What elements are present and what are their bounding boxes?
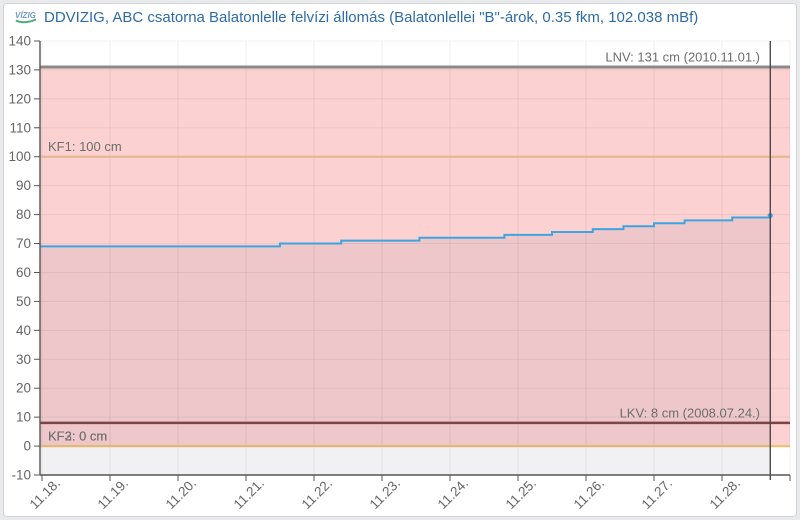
y-tick-label: 20 [16,381,31,396]
x-tick-label: 11.21. [231,476,267,512]
y-tick-label: 50 [16,294,31,309]
ref-label-LNV: LNV: 131 cm (2010.11.01.) [605,50,760,65]
x-tick-label: 11.25. [503,476,539,512]
vizig-logo-icon: VÍZIG [14,9,38,26]
x-tick-label: 11.19. [95,476,131,512]
ref-label-LKV: LKV: 8 cm (2008.07.24.) [620,405,760,420]
y-tick-label: 0 [23,439,31,454]
x-tick-label: 11.23. [367,476,403,512]
x-tick-label: 11.22. [299,476,335,512]
water-level-chart[interactable]: LNV: 131 cm (2010.11.01.) KF1: 100 cm LKV:… [4,31,797,517]
x-tick-label: 11.18. [27,476,63,512]
y-tick-label: -10 [11,468,31,483]
y-tick-label: 120 [8,91,31,106]
y-tick-label: 110 [9,120,31,135]
y-tick-label: 40 [16,323,31,338]
chart-title: DDVIZIG, ABC csatorna Balatonlelle felví… [44,9,699,26]
ref-label-KF1: KF1: 100 cm [48,139,122,154]
ref-label-KF3: KF3: 0 cm [48,429,107,444]
chart-card: VÍZIG DDVIZIG, ABC csatorna Balatonlelle… [3,3,797,517]
y-tick-label: 130 [8,62,31,77]
x-tick-label: 11.20. [163,476,199,512]
y-tick-label: 30 [16,352,31,367]
x-tick-label: 11.24. [435,476,471,512]
y-tick-label: 60 [16,265,31,280]
chart-header: VÍZIG DDVIZIG, ABC csatorna Balatonlelle… [4,4,796,31]
y-tick-label: 80 [16,207,31,222]
water-level-area [40,215,771,475]
x-tick-label: 11.26. [571,476,607,512]
y-tick-label: 70 [16,236,31,251]
y-tick-label: 90 [16,178,31,193]
plot-band [40,67,790,447]
y-tick-label: 140 [8,34,31,49]
x-tick-label: 11.28. [707,476,743,512]
svg-text:VÍZIG: VÍZIG [15,11,36,20]
y-tick-label: 100 [8,149,31,164]
ref-label-KF2: KF2: 0 cm [48,429,107,444]
y-tick-label: 10 [16,410,31,425]
x-tick-label: 11.27. [639,476,675,512]
water-level-line [40,215,772,248]
